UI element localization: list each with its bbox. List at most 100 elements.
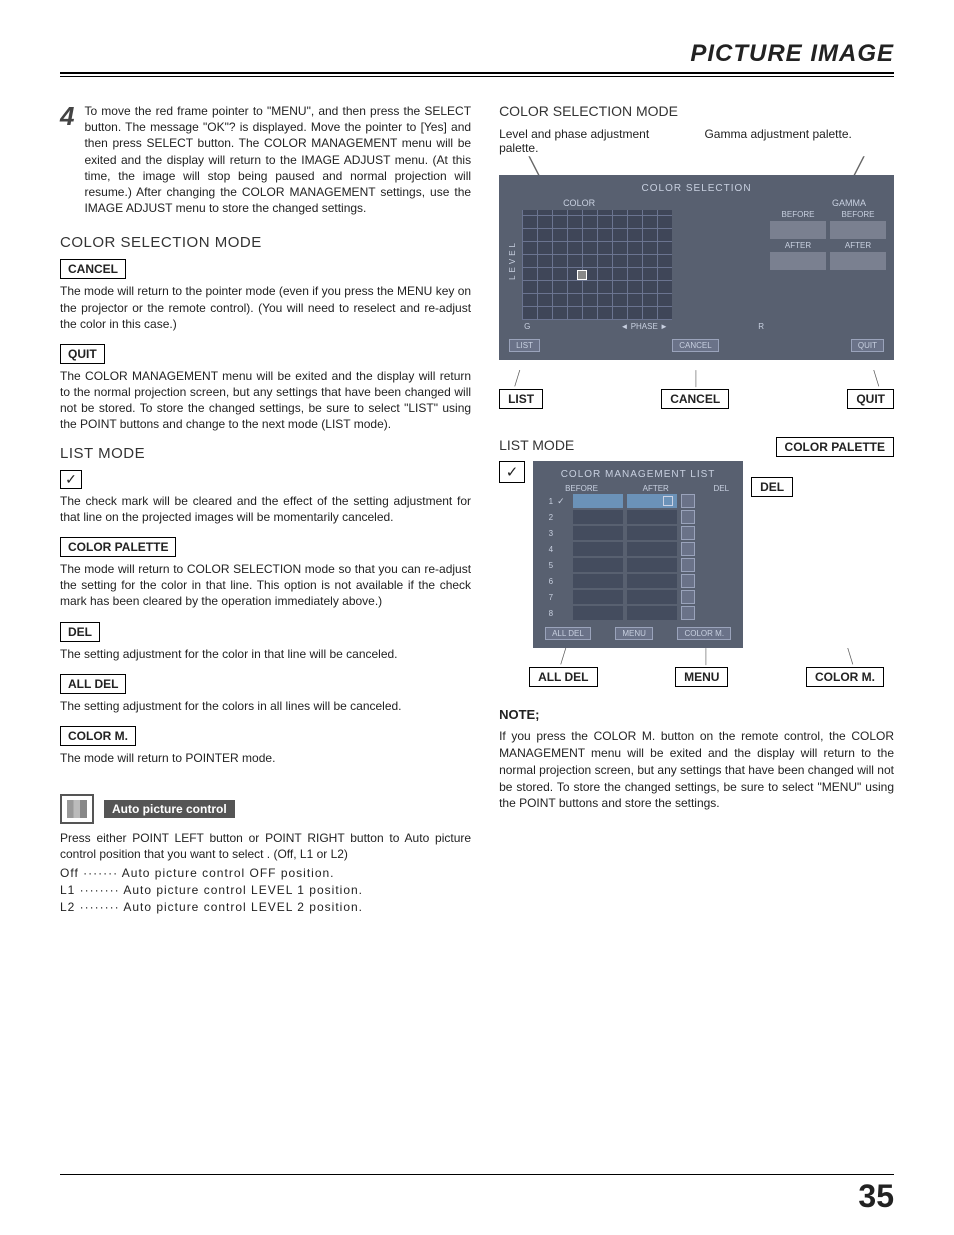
list-row-2: 2 — [541, 509, 735, 525]
gamma-caption: Gamma adjustment palette. — [704, 127, 894, 155]
list-callout: LIST — [499, 389, 543, 409]
gamma-swatch-col: BEFORE AFTER — [830, 210, 886, 272]
cancel-text: The mode will return to the pointer mode… — [60, 283, 471, 332]
auto-off: Off ······· Auto picture control OFF pos… — [60, 865, 471, 881]
auto-intro: Press either POINT LEFT button or POINT … — [60, 830, 471, 862]
row-del-button[interactable] — [681, 510, 695, 524]
del-callout: DEL — [751, 477, 793, 497]
swatch-after-gamma — [830, 252, 886, 270]
cancel-label-box: CANCEL — [60, 259, 126, 279]
osd-subhead: COLOR GAMMA — [507, 198, 886, 208]
osd-grid-area — [522, 210, 672, 320]
row-del-button[interactable] — [681, 526, 695, 540]
osd-cancel-button[interactable]: CANCEL — [672, 339, 718, 352]
osd-button-row: LIST CANCEL QUIT — [507, 333, 886, 352]
color-swatch-col: BEFORE AFTER — [770, 210, 826, 272]
list-before: BEFORE — [565, 484, 598, 493]
list-mode-block: LIST MODE COLOR PALETTE ✓ COLOR MANAGEME… — [499, 437, 894, 687]
list-del: DEL — [713, 484, 729, 493]
osd-quit-button[interactable]: QUIT — [851, 339, 884, 352]
row-del-button[interactable] — [681, 558, 695, 572]
step-4: 4 To move the red frame pointer to "MENU… — [60, 103, 471, 216]
note-text: If you press the COLOR M. button on the … — [499, 728, 894, 812]
leader-lines: ╱ │ ╲ — [499, 370, 894, 387]
osd-alldel-button[interactable]: ALL DEL — [545, 627, 591, 640]
auto-picture-icon — [60, 794, 94, 824]
footer-rule — [60, 1174, 894, 1175]
color-selection-mode-heading: COLOR SELECTION MODE — [60, 234, 471, 251]
osd-color-label: COLOR — [563, 198, 595, 208]
level-axis-label: LEVEL — [507, 210, 518, 310]
alldel-text: The setting adjustment for the colors in… — [60, 698, 471, 714]
colorm-callout: COLOR M. — [806, 667, 884, 687]
color-palette-label-box: COLOR PALETTE — [60, 537, 176, 557]
quit-callout: QUIT — [847, 389, 894, 409]
cs-mode-right-heading: COLOR SELECTION MODE — [499, 103, 894, 119]
quit-text: The COLOR MANAGEMENT menu will be exited… — [60, 368, 471, 433]
leader-icon: │ — [704, 648, 709, 665]
auto-picture-label: Auto picture control — [104, 800, 235, 818]
cancel-callout: CANCEL — [661, 389, 729, 409]
osd-title: COLOR SELECTION — [507, 183, 886, 194]
leader-lines-top: ╲ ╱ — [499, 159, 894, 175]
leader-icon: ╱ — [561, 648, 566, 665]
list-row-3: 3 — [541, 525, 735, 541]
step-text: To move the red frame pointer to "MENU",… — [84, 103, 471, 216]
del-label-box: DEL — [60, 622, 100, 642]
list-after: AFTER — [643, 484, 669, 493]
row-del-button[interactable] — [681, 574, 695, 588]
note-heading: NOTE; — [499, 707, 894, 722]
del-text: The setting adjustment for the color in … — [60, 646, 471, 662]
list-callout-row: ALL DEL MENU COLOR M. — [499, 667, 894, 687]
list-mode-heading: LIST MODE — [60, 445, 471, 462]
row-del-button[interactable] — [681, 590, 695, 604]
alldel-label-box: ALL DEL — [60, 674, 126, 694]
osd-colorm-button[interactable]: COLOR M. — [677, 627, 731, 640]
phase-axis-row: G ◄ PHASE ► R — [522, 320, 766, 333]
before-label-g: BEFORE — [830, 210, 886, 219]
osd-menu-button[interactable]: MENU — [615, 627, 653, 640]
left-column: 4 To move the red frame pointer to "MENU… — [60, 103, 471, 916]
row-del-button[interactable] — [681, 494, 695, 508]
osd-panel: COLOR SELECTION COLOR GAMMA LEVEL G ◄ PH… — [499, 175, 894, 360]
leader-line-icon: ╱ — [853, 159, 864, 175]
list-osd-head: BEFORE AFTER DEL — [541, 484, 735, 493]
color-palette-callout: COLOR PALETTE — [776, 437, 894, 457]
cs-callout-row: LIST CANCEL QUIT — [499, 389, 894, 409]
colorm-text: The mode will return to POINTER mode. — [60, 750, 471, 766]
before-label: BEFORE — [770, 210, 826, 219]
row-del-button[interactable] — [681, 606, 695, 620]
list-row-6: 6 — [541, 573, 735, 589]
page-header-title: PICTURE IMAGE — [60, 40, 894, 72]
list-leader-lines: ╱ │ ╲ — [499, 648, 894, 665]
osd-grid-row: LEVEL G ◄ PHASE ► R BEFORE — [507, 210, 886, 333]
osd-list-button[interactable]: LIST — [509, 339, 540, 352]
swatch-before-color — [770, 221, 826, 239]
swatch-after-color — [770, 252, 826, 270]
two-column-layout: 4 To move the red frame pointer to "MENU… — [60, 103, 894, 916]
check-callout-icon: ✓ — [499, 461, 525, 483]
alldel-callout: ALL DEL — [529, 667, 597, 687]
phase-label: ◄ PHASE ► — [621, 322, 668, 331]
color-palette-text: The mode will return to COLOR SELECTION … — [60, 561, 471, 610]
color-selection-osd: COLOR SELECTION COLOR GAMMA LEVEL G ◄ PH… — [499, 175, 894, 360]
cursor-icon — [577, 270, 587, 280]
list-row-4: 4 — [541, 541, 735, 557]
menu-callout: MENU — [675, 667, 728, 687]
leader-icon: ╲ — [847, 648, 852, 665]
row-del-button[interactable] — [681, 542, 695, 556]
list-row-8: 8 — [541, 605, 735, 621]
osd-gamma-label: GAMMA — [832, 198, 866, 208]
list-osd-title: COLOR MANAGEMENT LIST — [541, 469, 735, 480]
swatch-before-gamma — [830, 221, 886, 239]
right-column: COLOR SELECTION MODE Level and phase adj… — [499, 103, 894, 916]
list-row-5: 5 — [541, 557, 735, 573]
list-osd-btnrow: ALL DEL MENU COLOR M. — [541, 621, 735, 640]
list-row-1: 1✓ — [541, 493, 735, 509]
page-number: 35 — [858, 1178, 894, 1215]
check-icon: ✓ — [60, 470, 82, 489]
auto-l2: L2 ········ Auto picture control LEVEL 2… — [60, 899, 471, 915]
quit-label-box: QUIT — [60, 344, 105, 364]
header-rule-thin — [60, 76, 894, 77]
auto-l1: L1 ········ Auto picture control LEVEL 1… — [60, 882, 471, 898]
